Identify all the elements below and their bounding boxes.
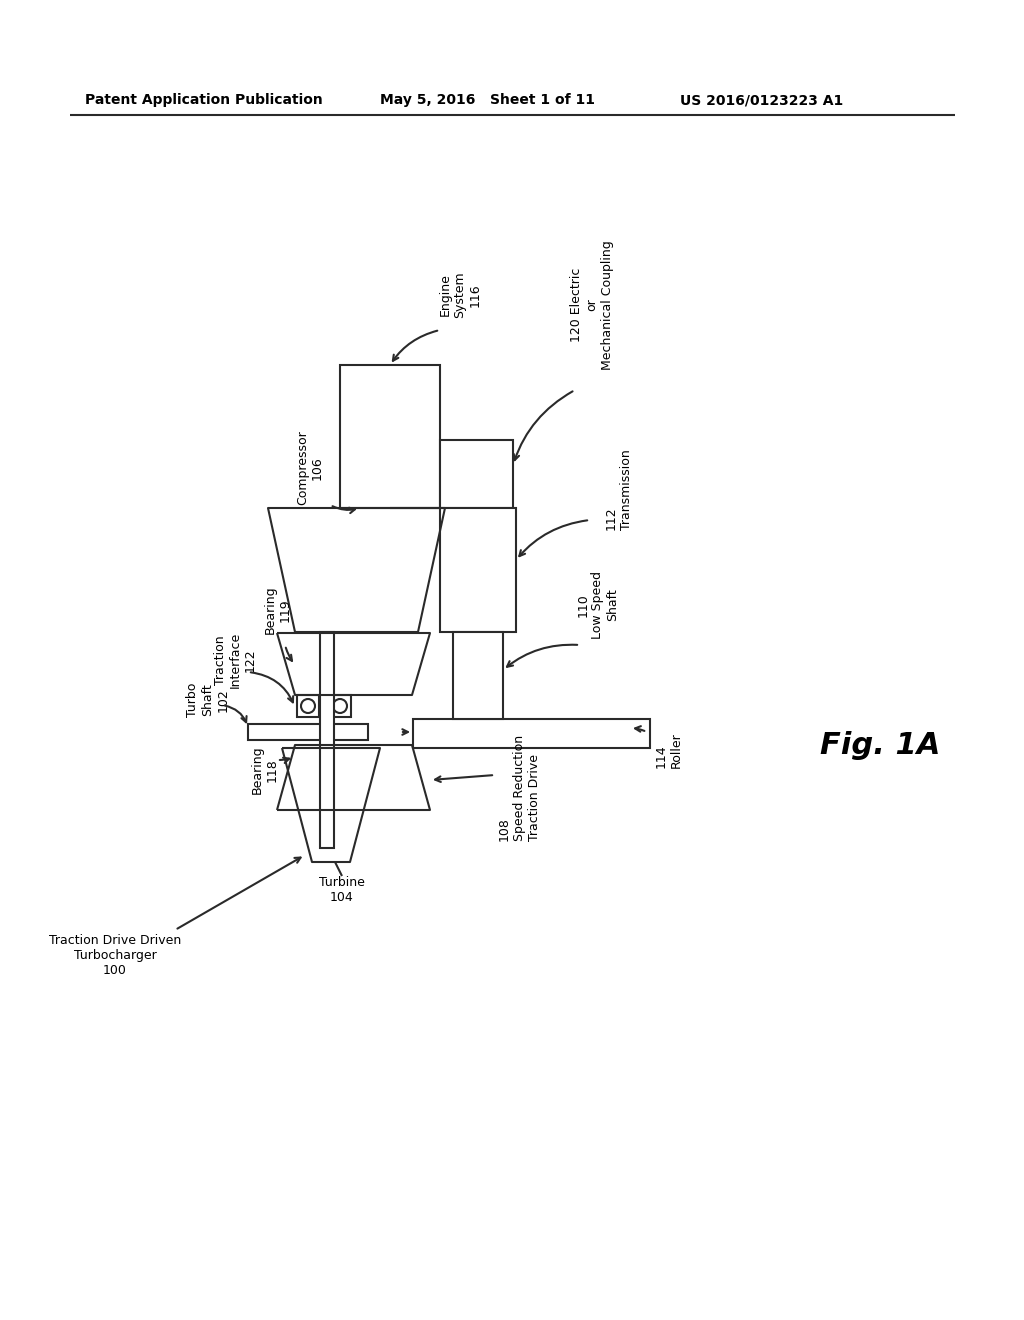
Bar <box>340 366 440 508</box>
Text: Bearing
118: Bearing 118 <box>251 746 279 795</box>
Bar <box>329 696 351 717</box>
Text: 112
Transmission: 112 Transmission <box>605 450 633 531</box>
Bar <box>413 719 650 748</box>
Text: Compressor
106: Compressor 106 <box>296 430 324 506</box>
Bar <box>297 696 319 717</box>
Text: May 5, 2016   Sheet 1 of 11: May 5, 2016 Sheet 1 of 11 <box>380 92 595 107</box>
Text: Fig. 1A: Fig. 1A <box>820 730 940 759</box>
Bar <box>440 440 513 508</box>
Bar <box>248 723 368 741</box>
Text: Traction
Interface
122: Traction Interface 122 <box>213 632 256 688</box>
Text: 110
Low Speed
Shaft: 110 Low Speed Shaft <box>577 572 620 639</box>
Text: 114
Roller: 114 Roller <box>655 733 683 768</box>
Text: Turbine
104: Turbine 104 <box>319 876 365 904</box>
Text: Bearing
119: Bearing 119 <box>264 586 292 635</box>
Text: US 2016/0123223 A1: US 2016/0123223 A1 <box>680 92 843 107</box>
Text: Turbo
Shaft
102: Turbo Shaft 102 <box>186 682 229 717</box>
Text: Patent Application Publication: Patent Application Publication <box>85 92 323 107</box>
Bar <box>453 632 503 719</box>
Bar <box>440 508 516 632</box>
Text: Engine
System
116: Engine System 116 <box>438 272 481 318</box>
Text: Traction Drive Driven
Turbocharger
100: Traction Drive Driven Turbocharger 100 <box>49 933 181 977</box>
Bar <box>319 632 334 847</box>
Text: 108
Speed Reduction
Traction Drive: 108 Speed Reduction Traction Drive <box>498 735 541 841</box>
Text: 120 Electric
or
Mechanical Coupling: 120 Electric or Mechanical Coupling <box>570 240 613 370</box>
